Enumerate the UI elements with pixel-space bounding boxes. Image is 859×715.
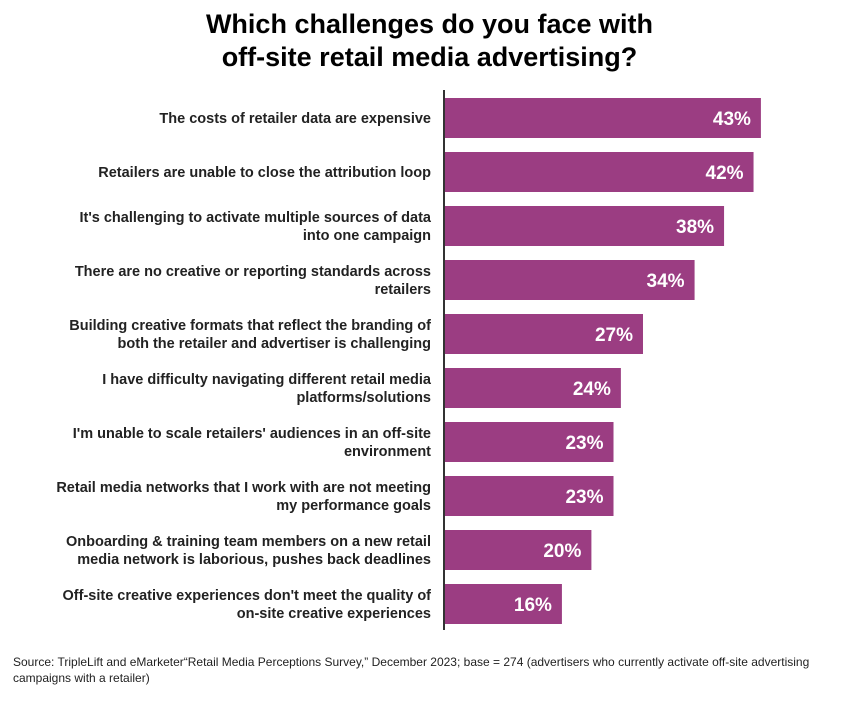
data-label: 27% [595,325,633,346]
category-label: Retailers are unable to close the attrib… [98,165,431,181]
category-label: I'm unable to scale retailers' audiences… [73,426,431,460]
category-label: It's challenging to activate multiple so… [79,210,431,244]
data-label: 23% [565,487,603,508]
source-note: Source: TripleLift and eMarketer“Retail … [13,655,810,685]
title-line-1: Which challenges do you face with [205,9,654,39]
title-line-2: off-site retail media advertising? [221,42,638,72]
bar [444,530,592,570]
data-label: 20% [543,541,581,562]
bar [444,314,643,354]
data-label: 34% [647,271,685,292]
data-label: 16% [514,595,552,616]
data-label: 23% [565,433,603,454]
category-label: Retail media networks that I work with a… [56,480,431,514]
data-label: 43% [713,109,751,130]
category-label: There are no creative or reporting stand… [75,264,431,298]
chart-title: Which challenges do you face with off-si… [0,8,859,74]
category-label: Off-site creative experiences don't meet… [63,588,432,622]
bar [444,260,695,300]
bar [444,584,562,624]
bar [444,476,614,516]
bar [444,368,621,408]
data-label: 42% [706,163,744,184]
category-label: I have difficulty navigating different r… [102,372,432,406]
category-label: Onboarding & training team members on a … [66,534,431,568]
bar [444,422,614,462]
bar [444,152,754,192]
data-label: 24% [573,379,611,400]
category-label: Building creative formats that reflect t… [69,318,431,352]
category-label: The costs of retailer data are expensive [159,111,431,127]
bar [444,206,725,246]
bar [444,98,761,138]
data-label: 38% [676,217,714,238]
